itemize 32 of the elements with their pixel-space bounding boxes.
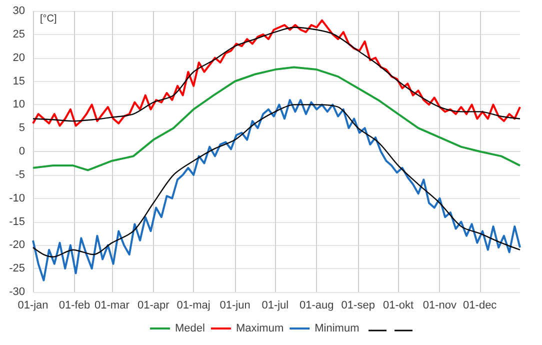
y-tick-label: 5 <box>18 122 25 134</box>
line-series <box>32 98 521 282</box>
line-series <box>32 66 521 172</box>
x-tick-label: 01-maj <box>176 300 210 312</box>
x-tick-label: 01-feb <box>58 300 90 312</box>
x-tick-label: 01-okt <box>382 300 414 312</box>
y-tick-label: 20 <box>12 52 25 64</box>
legend-label: Medel <box>175 322 205 334</box>
line-series <box>32 104 521 258</box>
x-tick-label: 01-dec <box>463 300 498 312</box>
y-tick-label: -5 <box>15 168 25 181</box>
x-tick-label: 01-jul <box>262 300 289 312</box>
y-tick-label: 25 <box>12 28 25 40</box>
legend-label: Maximum <box>236 322 284 334</box>
y-axis-title: [°C] <box>40 14 57 24</box>
y-tick-label: 30 <box>12 5 25 17</box>
x-tick-label: 01-nov <box>422 300 458 312</box>
x-tick-label: 01-mar <box>94 300 130 312</box>
y-tick-label: 0 <box>18 146 25 158</box>
x-tick-label: 01-aug <box>300 300 334 312</box>
y-tick-label: -30 <box>9 286 25 298</box>
x-tick-label: 01-sep <box>341 300 375 312</box>
y-tick-label: -10 <box>9 192 25 204</box>
y-tick-label: 15 <box>12 75 25 88</box>
y-tick-label: -20 <box>9 239 25 252</box>
y-tick-label: -25 <box>9 262 25 275</box>
legend-label: Minimum <box>314 322 360 334</box>
x-tick-label: 01-jan <box>18 300 48 312</box>
y-tick-label: -15 <box>9 216 25 228</box>
y-tick-label: 10 <box>12 98 25 111</box>
x-tick-label: 01-apr <box>138 300 170 312</box>
x-tick-label: 01-jun <box>220 300 250 312</box>
